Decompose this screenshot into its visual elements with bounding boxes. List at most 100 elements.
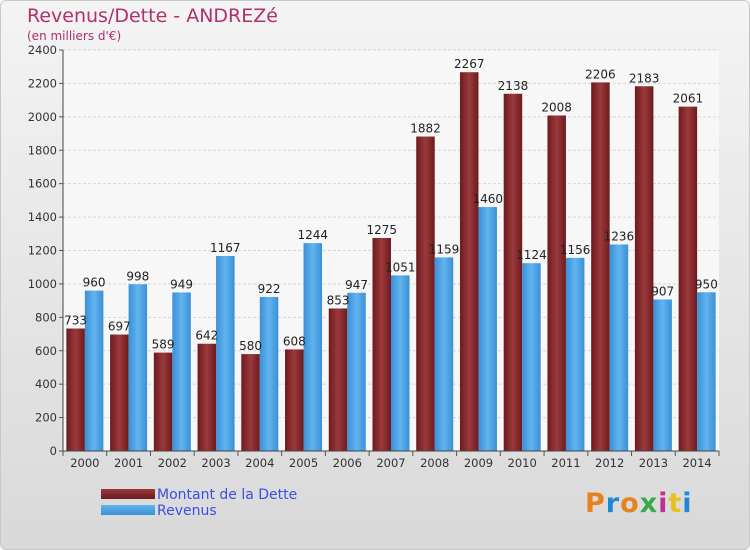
y-tick-label: 400	[35, 377, 57, 391]
x-tick-label: 2002	[158, 456, 187, 470]
data-label-revenus: 1156	[560, 243, 591, 257]
x-tick-label: 2006	[333, 456, 362, 470]
data-label-revenus: 947	[345, 278, 368, 292]
bar-revenus	[565, 257, 585, 451]
bar-revenus	[172, 292, 191, 451]
x-tick-label: 2011	[551, 456, 580, 470]
proxiti-logo: Proxiti	[585, 488, 693, 519]
chart-unit-label: (en milliers d'€)	[27, 29, 122, 43]
data-label-dette: 2183	[629, 71, 660, 85]
bar-dette	[416, 136, 435, 451]
data-label-revenus: 1167	[210, 241, 241, 255]
y-tick-label: 800	[35, 310, 57, 324]
data-labels: 733 960 697 998 589 949 642 1167 580 922 608 1244 85…	[64, 57, 718, 353]
x-tick-label: 2004	[245, 456, 274, 470]
data-label-dette: 589	[152, 338, 175, 352]
y-tick-label: 1200	[28, 244, 57, 258]
data-label-revenus: 907	[651, 284, 674, 298]
y-tick-label: 2000	[28, 110, 57, 124]
bar-revenus	[347, 292, 366, 451]
bar-revenus	[478, 207, 497, 451]
bar-dette	[66, 328, 85, 451]
bar-dette	[153, 352, 173, 451]
bar-dette	[591, 82, 610, 451]
data-label-dette: 1882	[410, 122, 441, 136]
legend-label-revenus: Revenus	[157, 503, 217, 519]
data-label-dette: 1275	[366, 223, 397, 237]
data-label-revenus: 949	[170, 277, 193, 291]
x-tick-label: 2010	[508, 456, 537, 470]
bar-revenus	[216, 256, 235, 451]
bar-revenus	[653, 299, 672, 451]
legend-label-dette: Montant de la Dette	[157, 487, 298, 503]
data-label-dette: 2008	[541, 100, 572, 114]
y-tick-label: 2400	[28, 43, 57, 57]
bar-revenus	[84, 290, 104, 451]
bar-revenus	[391, 275, 410, 451]
data-label-revenus: 1124	[516, 248, 547, 262]
bar-revenus	[128, 284, 148, 451]
bar-dette	[678, 106, 698, 452]
x-tick-label: 2001	[114, 456, 143, 470]
data-label-dette: 642	[195, 329, 218, 343]
bar-dette	[634, 86, 654, 451]
data-label-dette: 2061	[673, 92, 704, 106]
bar-dette	[372, 237, 391, 451]
data-label-dette: 2138	[498, 79, 529, 93]
bar-dette	[503, 93, 523, 452]
data-label-revenus: 1051	[385, 260, 416, 274]
x-tick-label: 2014	[682, 456, 711, 470]
data-label-revenus: 1244	[298, 228, 329, 242]
x-tick-label: 2007	[376, 456, 405, 470]
bar-dette	[285, 349, 304, 451]
y-tick-label: 1800	[28, 143, 57, 157]
bar-revenus	[303, 243, 323, 451]
bar-dette	[241, 354, 260, 451]
data-label-revenus: 1460	[472, 192, 503, 206]
data-label-revenus: 1159	[429, 242, 460, 256]
data-label-revenus: 950	[695, 277, 718, 291]
bar-dette	[459, 72, 479, 452]
bar-revenus	[697, 292, 716, 451]
y-tick-label: 1000	[28, 277, 57, 291]
bar-dette	[197, 343, 217, 451]
bar-revenus	[609, 244, 629, 451]
data-label-dette: 853	[327, 293, 350, 307]
data-label-revenus: 998	[126, 269, 149, 283]
data-label-revenus: 960	[83, 276, 106, 290]
bar-dette	[547, 115, 566, 451]
data-label-revenus: 922	[258, 282, 281, 296]
data-label-dette: 733	[64, 314, 87, 328]
data-label-dette: 2206	[585, 67, 616, 81]
data-label-dette: 2267	[454, 57, 485, 71]
y-tick-label: 0	[50, 444, 57, 458]
bar-revenus	[522, 263, 541, 451]
axes-group: 0 200 400 600 800 1000 1200 1400 1600 1800 2000 220…	[28, 43, 720, 470]
legend-swatch-revenus	[101, 505, 155, 515]
x-tick-label: 2009	[464, 456, 493, 470]
x-tick-label: 2008	[420, 456, 449, 470]
y-tick-label: 200	[35, 411, 57, 425]
y-tick-label: 1400	[28, 210, 57, 224]
bar-revenus	[259, 296, 279, 451]
bar-dette	[110, 334, 129, 451]
y-tick-label: 1600	[28, 177, 57, 191]
bars-group	[66, 72, 716, 452]
chart-title: Revenus/Dette - ANDREZé	[27, 5, 278, 27]
x-tick-label: 2012	[595, 456, 624, 470]
data-label-revenus: 1236	[604, 229, 635, 243]
data-label-dette: 580	[239, 339, 262, 353]
data-label-dette: 608	[283, 334, 306, 348]
data-label-dette: 697	[108, 320, 131, 334]
x-tick-label: 2005	[289, 456, 318, 470]
bar-dette	[328, 308, 348, 451]
x-tick-label: 2000	[70, 456, 99, 470]
y-tick-label: 2200	[28, 76, 57, 90]
x-tick-label: 2003	[201, 456, 230, 470]
bar-revenus	[434, 257, 454, 451]
legend-swatch-dette	[101, 489, 155, 499]
x-tick-label: 2013	[639, 456, 668, 470]
y-tick-label: 600	[35, 344, 57, 358]
